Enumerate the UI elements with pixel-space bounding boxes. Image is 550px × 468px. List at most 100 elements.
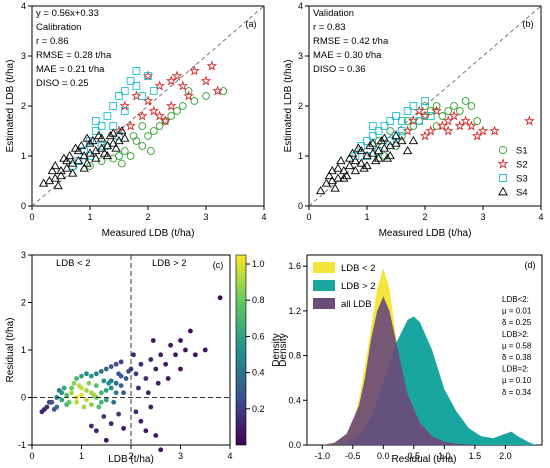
panel-b-point-s4	[371, 156, 381, 165]
panel-b-ylabel: Estimated LDB (t/ha)	[283, 60, 294, 153]
panel-c-point	[103, 387, 109, 393]
panel-a-point-s2	[165, 100, 177, 111]
panel-c-xtick-label: 3	[178, 451, 183, 461]
panel-c-point	[93, 428, 99, 434]
panel-b-legend-marker-s1	[498, 145, 508, 155]
panel-c-point	[116, 411, 122, 417]
panel-b-point-s3	[380, 122, 389, 130]
panel-d-stat-line: μ = 0.58	[502, 341, 532, 350]
panel-c-point	[49, 399, 55, 405]
panel-a-point-s3	[91, 127, 100, 135]
panel-a-point-s4	[50, 161, 60, 170]
panel-b-point-s2	[460, 115, 471, 126]
panel-a-point-s3	[97, 122, 106, 130]
panel-c-xtick-label: 0	[29, 451, 34, 461]
panel-b-point-s2	[431, 105, 442, 116]
panel-b-legend-label-s2: S2	[516, 160, 528, 171]
panel-d-xtick-label: 1.0	[438, 451, 451, 461]
panel-b-mae: MAE = 0.30 t/ha	[313, 50, 382, 61]
panel-a-point-s2	[177, 80, 189, 91]
panel-b-point-s4	[397, 136, 407, 145]
panel-a-point-s4	[85, 138, 95, 147]
panel-b-point-s4	[356, 146, 366, 155]
panel-d-ytick-label: 0.8	[288, 351, 301, 361]
panel-b-xtick-label: 2	[422, 212, 427, 222]
panel-a-point-s1	[115, 152, 123, 160]
panel-c-point	[66, 399, 72, 405]
panel-b-ytick-label: 1	[298, 151, 303, 161]
panel-b-point-s1	[432, 122, 441, 130]
panel-b-ytick-label: 0	[298, 201, 303, 211]
panel-d-stat-line: δ = 0.34	[502, 388, 532, 397]
panel-a-point-s2	[165, 75, 177, 86]
panel-b-point-s2	[477, 125, 489, 136]
panel-a-point-s1	[173, 107, 181, 115]
panel-c-ytick-label: -1	[18, 440, 26, 450]
panel-a-point-s4	[79, 163, 89, 172]
panel-b-label: (b)	[523, 19, 534, 29]
panel-c-colorbar-tick-label: 1.0	[252, 259, 265, 269]
panel-a-point-s1	[120, 147, 129, 155]
panel-c-point	[86, 380, 92, 386]
panel-a-point-s4	[91, 153, 101, 162]
panel-c-point	[145, 390, 151, 396]
panel-a-point-s4	[96, 133, 107, 142]
panel-c-point	[89, 423, 94, 429]
panel-a-point-s4	[62, 163, 72, 172]
panel-c-point	[150, 338, 156, 343]
panel-a-point-s2	[154, 80, 165, 91]
panel-a-xtick-label: 4	[261, 212, 266, 222]
panel-c-point	[69, 390, 74, 396]
panel-b-point-s2	[448, 110, 460, 121]
panel-c-colorbar-tick-label: 0.6	[252, 331, 265, 341]
panel-a-point-s3	[138, 92, 147, 100]
panel-b-point-s4	[327, 166, 337, 175]
panel-c-point	[81, 404, 87, 410]
panel-a-point-s1	[202, 92, 210, 100]
panel-c-point	[113, 390, 119, 396]
panel-c-point	[84, 397, 89, 403]
panel-c-ytick-label: 0	[21, 393, 26, 403]
panel-a-ytick-label: 2	[21, 101, 26, 111]
panel-a-point-s2	[206, 60, 218, 71]
panel-b-point-s4	[376, 136, 387, 145]
panel-b-xtick-label: 3	[480, 212, 485, 222]
panel-d-ytick-label: 0.0	[288, 440, 301, 450]
panel-c-point	[121, 425, 126, 431]
panel-a-point-s1	[129, 132, 138, 140]
panel-a-point-s1	[178, 102, 187, 110]
panel-a-point-s4	[67, 168, 78, 177]
panel-c-point	[163, 361, 169, 367]
panel-b-point-s4	[347, 148, 358, 157]
panel-b-point-s1	[455, 107, 464, 115]
panel-c-point	[217, 295, 223, 301]
panel-c-point	[89, 373, 94, 379]
panel-a-point-s4	[82, 133, 92, 142]
panel-c-point	[93, 371, 99, 377]
panel-c-point	[136, 385, 141, 391]
panel-a-point-s3	[109, 102, 118, 110]
panel-c-region-left: LDB < 2	[56, 258, 91, 269]
panel-c-point	[84, 387, 89, 393]
panel-d-legend-swatch	[313, 298, 335, 309]
panel-a-point-s4	[82, 158, 92, 167]
panel-b-point-s2	[471, 130, 483, 141]
panel-d-xlabel: Residual (t/ha)	[391, 454, 456, 465]
panel-a-point-s4	[120, 133, 130, 142]
panel-c-point	[96, 404, 102, 410]
panel-c-point	[101, 414, 107, 419]
panel-c-point	[165, 376, 171, 381]
panel-c-point	[113, 361, 119, 367]
panel-b-rmse: RMSE = 0.42 t/ha	[313, 36, 389, 47]
panel-a-point-s1	[155, 122, 164, 130]
panel-c-point	[98, 390, 104, 396]
panel-a-point-s1	[219, 87, 228, 95]
panel-a-point-s1	[118, 159, 126, 168]
panel-b-point-s4	[324, 171, 334, 180]
panel-a-ytick-label: 3	[21, 51, 26, 61]
panel-a-point-s1	[138, 142, 147, 150]
panel-a-mae: MAE = 0.21 t/ha	[36, 64, 105, 75]
panel-c-point	[168, 342, 174, 348]
panel-c-point	[188, 328, 193, 334]
panel-a-xtick-label: 3	[203, 212, 208, 222]
